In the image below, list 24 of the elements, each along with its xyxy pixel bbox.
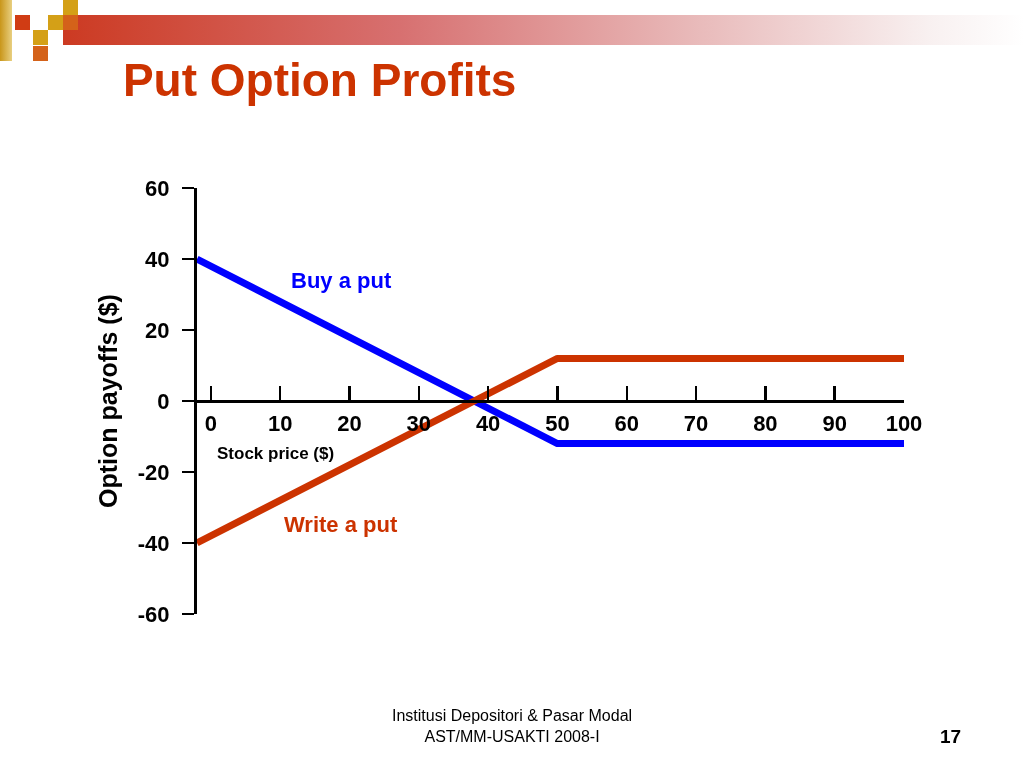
text: Institusi Depositori & Pasar Modal AST/MM-USAKTI 2008-I: [392, 707, 633, 745]
x-tick-label: 40: [475, 411, 501, 437]
x-tick-label: 10: [267, 411, 293, 437]
y-tick-label: 60: [145, 175, 170, 201]
y-tick-label: -20: [137, 459, 170, 485]
series-label: Buy a put: [291, 268, 392, 293]
y-tick-label: 40: [145, 246, 170, 272]
y-tick-label: -60: [137, 601, 170, 627]
x-tick-label: 50: [545, 411, 570, 437]
x-tick-label: 80: [753, 411, 778, 437]
chart-title: Put Option Profits: [122, 54, 517, 107]
x-axis-title: Stock price ($): [217, 444, 335, 463]
x-tick-label: 60: [614, 411, 639, 437]
y-tick-label: -40: [137, 530, 170, 556]
text: 17: [940, 726, 962, 747]
x-tick-label: 20: [337, 411, 362, 437]
x-tick-label: 0: [204, 411, 217, 437]
y-axis-title: Option payoffs ($): [93, 294, 122, 508]
x-tick-label: 70: [683, 411, 709, 437]
y-tick-label: 20: [145, 317, 170, 343]
series-label: Write a put: [284, 512, 398, 537]
x-tick-label: 100: [885, 411, 923, 437]
x-tick-label: 90: [822, 411, 847, 437]
y-tick-label: 0: [157, 388, 170, 414]
